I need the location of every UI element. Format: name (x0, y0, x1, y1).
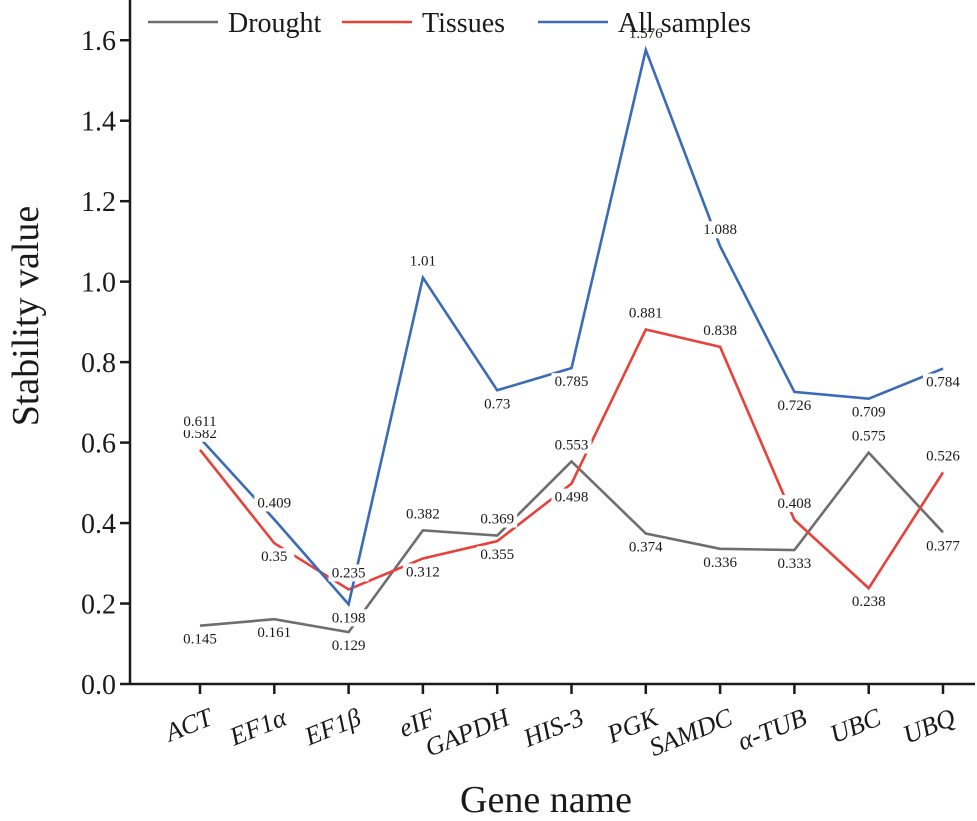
data-label-bg (551, 436, 592, 454)
x-tick-label: GAPDH (421, 702, 515, 762)
data-label-all-samples: 1.576 (629, 26, 663, 42)
series-line-drought (199, 450, 944, 634)
data-label-all-samples: 0.784 (926, 375, 960, 391)
data-label-bg (551, 373, 592, 391)
x-tick-label: UBQ (899, 703, 960, 750)
data-label-bg (477, 510, 518, 528)
data-label-bg (180, 630, 220, 648)
y-tick-label: 1.6 (81, 26, 116, 57)
data-label-all-samples: 0.785 (555, 374, 589, 390)
data-label-bg (254, 494, 295, 512)
data-label-all-samples: 1.01 (410, 254, 436, 270)
x-axis-title: Gene name (460, 779, 632, 821)
legend-label-tissues: Tissues (422, 8, 505, 39)
data-label-tissues: 0.838 (703, 323, 737, 339)
data-label-tissues: 0.498 (555, 490, 589, 506)
y-tick-label: 1.0 (81, 268, 116, 299)
data-label-drought: 0.336 (703, 555, 737, 571)
data-label-bg (402, 563, 443, 581)
data-label-bg (402, 505, 443, 523)
data-label-all-samples: 0.409 (257, 495, 291, 511)
data-label-bg (328, 609, 369, 627)
data-label-drought: 0.382 (406, 506, 440, 522)
data-label-bg (923, 447, 963, 465)
data-label-bg (625, 24, 666, 42)
data-label-bg (848, 593, 889, 611)
y-tick-label: 0.6 (81, 429, 116, 460)
data-label-bg (551, 488, 592, 506)
data-label-bg (477, 546, 518, 564)
data-label-tissues: 0.355 (480, 547, 514, 563)
series-layer (198, 45, 945, 634)
data-label-drought: 0.575 (852, 429, 886, 445)
data-label-tissues: 0.35 (261, 549, 287, 565)
data-label-drought: 0.161 (257, 625, 291, 641)
data-label-drought: 0.377 (926, 538, 960, 554)
data-label-tissues: 0.235 (332, 565, 366, 581)
data-label-bg (774, 396, 815, 414)
series-line-all-samples (199, 45, 944, 608)
data-label-all-samples: 1.088 (703, 222, 737, 238)
data-label-bg (328, 637, 369, 655)
data-label-bg (402, 252, 443, 270)
data-label-bg (700, 321, 741, 339)
y-tick-label: 0.8 (81, 348, 116, 379)
x-tick-label: ACT (159, 702, 217, 748)
data-label-bg (625, 538, 666, 556)
data-label-all-samples: 0.73 (484, 396, 510, 412)
data-label-bg (477, 395, 518, 413)
y-tick-label: 1.4 (81, 107, 116, 138)
y-tick-label: 1.2 (81, 187, 116, 218)
x-tick-label: α-TUB (734, 703, 811, 757)
data-label-tissues: 0.238 (852, 594, 886, 610)
data-label-bg (848, 427, 889, 445)
legend: Drought Tissues All samples (148, 8, 751, 39)
x-tick-label: EF1β (300, 703, 365, 752)
data-label-bg (328, 564, 369, 582)
series-line-tissues (198, 328, 945, 591)
data-label-drought: 0.129 (332, 638, 366, 654)
data-label-tissues: 0.408 (778, 496, 812, 512)
data-label-tissues: 0.312 (406, 564, 440, 580)
data-label-all-samples: 0.709 (852, 405, 886, 421)
legend-label-all-samples: All samples (618, 8, 751, 39)
data-label-bg (254, 624, 295, 642)
y-tick-label: 0.2 (81, 590, 116, 621)
data-label-bg (700, 221, 741, 239)
data-label-drought: 0.369 (480, 512, 514, 528)
data-label-bg (625, 304, 666, 322)
y-tick-label: 0.0 (81, 670, 116, 701)
data-label-bg (923, 373, 963, 391)
data-label-bg (774, 494, 815, 512)
data-label-drought: 0.333 (778, 556, 812, 572)
data-label-bg (180, 413, 220, 431)
data-label-all-samples: 0.198 (332, 610, 366, 626)
data-label-tissues: 0.526 (926, 448, 960, 464)
y-ticks: 0.0 0.2 0.4 0.6 0.8 1.0 1.2 1.4 1.6 (81, 26, 130, 701)
data-label-all-samples: 0.726 (778, 398, 812, 414)
data-label-bg (700, 553, 741, 571)
data-label-tissues: 0.881 (629, 306, 663, 322)
y-axis-title: Stability value (5, 206, 47, 427)
legend-label-drought: Drought (228, 8, 322, 39)
data-label-all-samples: 0.611 (183, 414, 216, 430)
data-label-bg (923, 537, 963, 555)
data-label-drought: 0.553 (555, 437, 589, 453)
x-tick-label: UBC (826, 702, 886, 749)
x-tick-label: HIS-3 (518, 703, 587, 754)
data-label-bg (848, 403, 889, 421)
data-label-bg (254, 548, 295, 566)
data-label-drought: 0.374 (629, 540, 663, 556)
data-label-layer: 0.145 0.161 0.129 0.382 0.369 0.553 0.374 0.336… (180, 24, 963, 655)
x-tick-label: SAMDC (645, 702, 737, 762)
data-label-drought: 0.145 (183, 632, 217, 648)
x-tick-label: EF1α (225, 702, 292, 752)
data-label-bg (774, 555, 815, 573)
y-tick-label: 0.4 (81, 509, 116, 540)
